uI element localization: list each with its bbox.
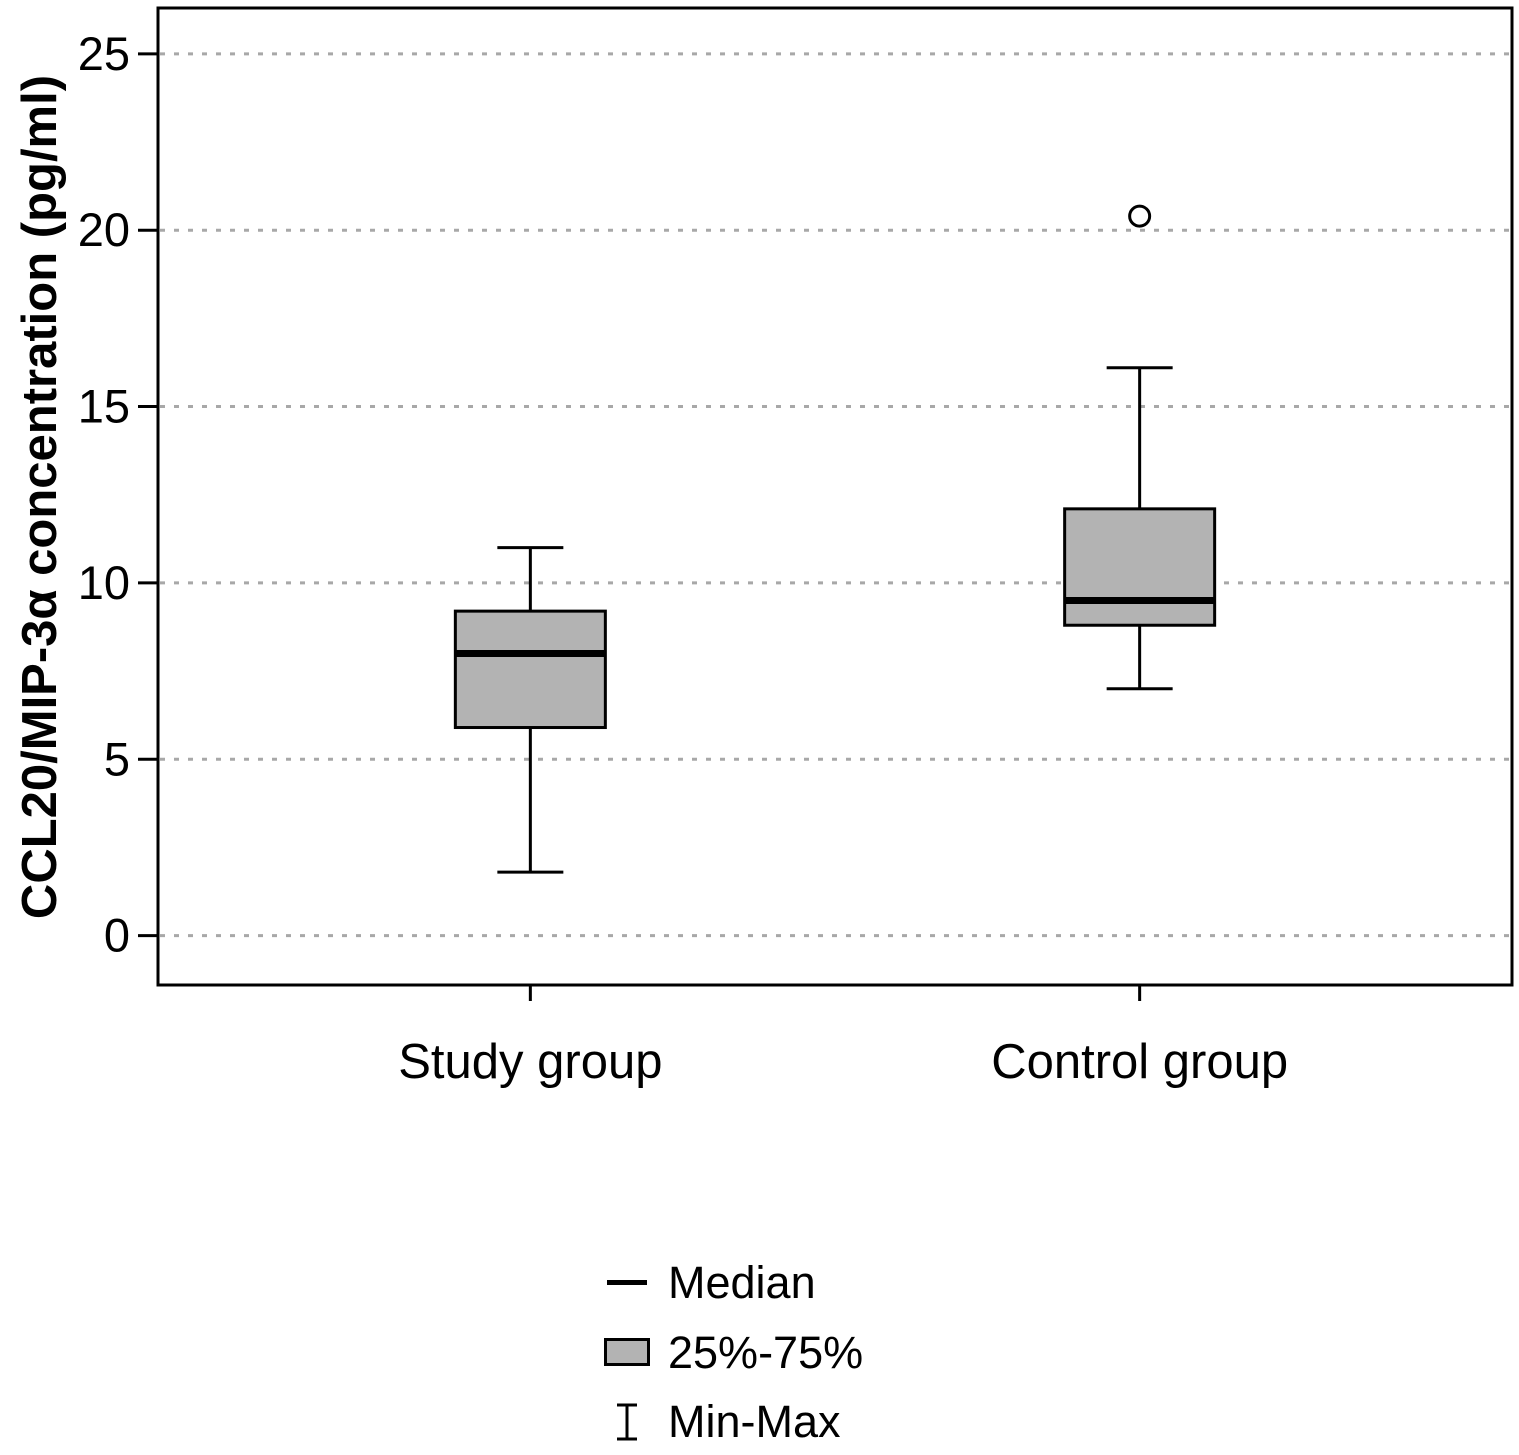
iqr-box (1063, 507, 1217, 627)
y-tick-label-10: 10 (78, 556, 130, 609)
y-tick-label-5: 5 (104, 732, 130, 785)
x-category-label-study: Study group (398, 1035, 663, 1089)
y-tick-label-15: 15 (78, 380, 130, 433)
plot-area: 0 5 10 15 20 25 (78, 6, 1514, 1001)
legend-label-iqr: 25%-75% (668, 1326, 864, 1378)
iqr-box (453, 609, 607, 730)
legend-label-minmax: Min-Max (668, 1396, 841, 1447)
median-line-icon (600, 1262, 654, 1304)
iqr-box-icon (600, 1331, 654, 1373)
legend-item-median: Median (600, 1258, 863, 1308)
outlier-point (1128, 204, 1152, 228)
y-tick-label-0: 0 (104, 909, 130, 962)
plot-frame (156, 6, 1514, 987)
x-category-label-control: Control group (991, 1035, 1289, 1089)
y-tick-label-20: 20 (78, 203, 130, 256)
legend-label-median: Median (668, 1257, 816, 1308)
legend-item-iqr: 25%-75% (600, 1326, 864, 1378)
legend-item-minmax: Min-Max (600, 1397, 863, 1447)
minmax-whisker-icon (600, 1401, 654, 1443)
y-tick-label-25: 25 (78, 27, 130, 80)
legend: Median 25%-75% Min-Max (600, 1258, 863, 1447)
legend-swatch-box (604, 1338, 650, 1367)
